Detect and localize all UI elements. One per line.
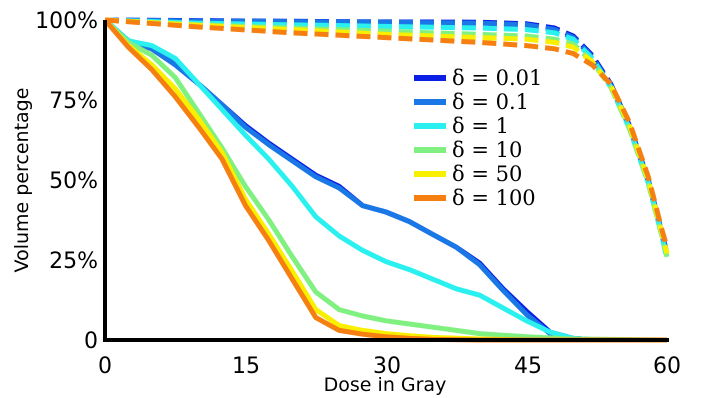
series-line-solid-5 <box>103 18 667 343</box>
x-tick-labels: 0 15 30 45 60 <box>98 354 681 379</box>
legend-entry-label: δ = 1 <box>452 114 509 138</box>
series-line-solid-0 <box>103 18 667 343</box>
legend-entry-label: δ = 10 <box>452 138 522 162</box>
series-line-dashed-3 <box>104 17 670 258</box>
legend-entry-label: δ = 0.1 <box>452 90 529 114</box>
x-tick-label: 45 <box>514 354 542 379</box>
x-axis-label: Dose in Gray <box>324 374 447 396</box>
x-tick-label: 15 <box>232 354 260 379</box>
series-line-dashed-1 <box>104 17 670 258</box>
y-tick-label: 100% <box>35 9 98 34</box>
series-lines <box>103 17 670 343</box>
series-line-dashed-2 <box>104 17 670 261</box>
series-line-solid-2 <box>103 18 667 343</box>
series-line-solid-1 <box>103 18 667 343</box>
y-tick-label: 0 <box>84 329 98 354</box>
x-tick-label: 60 <box>653 354 681 379</box>
y-axis-label: Volume percentage <box>11 88 33 273</box>
x-tick-label: 30 <box>373 354 401 379</box>
y-tick-label: 50% <box>49 169 98 194</box>
series-line-solid-4 <box>103 18 667 343</box>
series-line-solid-3 <box>103 18 668 343</box>
y-tick-labels: 100% 75% 50% 25% 0 <box>35 9 98 354</box>
y-tick-label: 75% <box>49 89 98 114</box>
legend: δ = 0.01δ = 0.1δ = 1δ = 10δ = 50δ = 100 <box>414 66 542 210</box>
legend-entry-label: δ = 50 <box>452 162 522 186</box>
x-tick-label: 0 <box>98 354 112 379</box>
legend-entry-label: δ = 100 <box>452 186 536 210</box>
legend-entry-label: δ = 0.01 <box>452 66 542 90</box>
series-line-dashed-5 <box>104 17 670 248</box>
y-tick-label: 25% <box>49 249 98 274</box>
